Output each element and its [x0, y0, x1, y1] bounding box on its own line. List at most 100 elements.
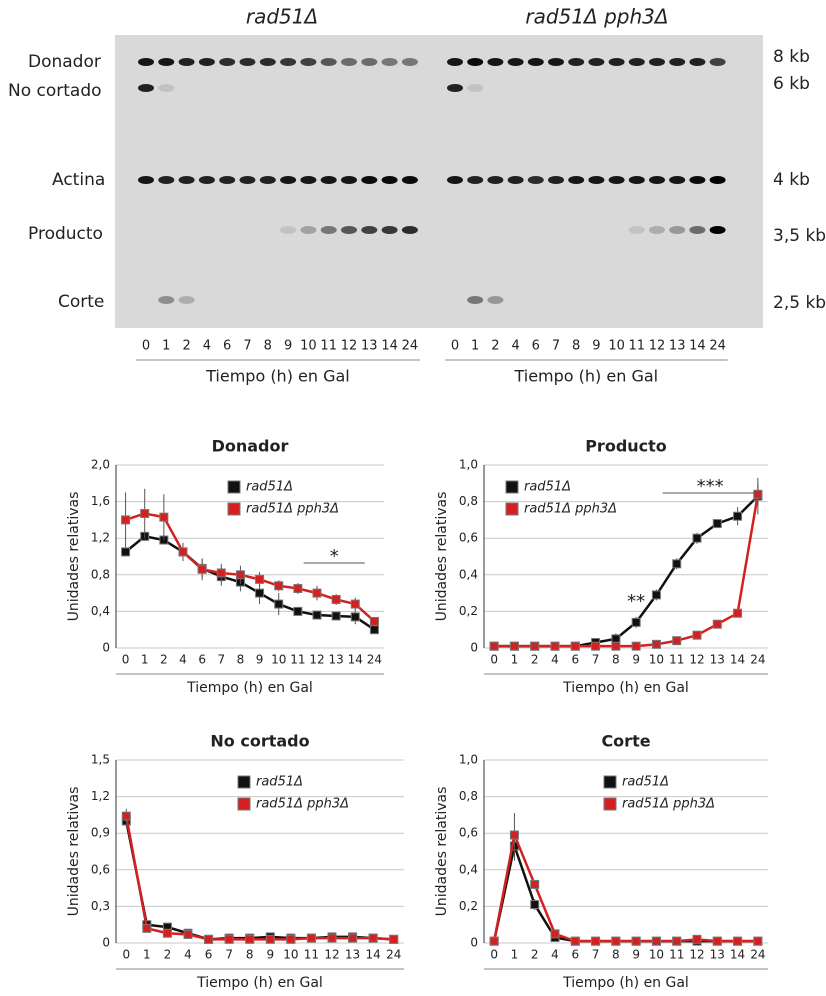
blot-band [199, 58, 215, 66]
x-axis-label: Tiempo (h) en Gal [186, 680, 313, 696]
point-marker [313, 611, 321, 619]
point-marker [122, 812, 130, 820]
x-tick-label: 1 [143, 948, 151, 962]
point-marker [266, 935, 274, 943]
x-tick-label: 13 [345, 948, 360, 962]
y-tick-label: 1,5 [91, 753, 110, 767]
blot-band [669, 58, 685, 66]
x-tick-label: 24 [750, 948, 765, 962]
legend-label: rad51Δ [246, 480, 293, 495]
point-marker [287, 935, 295, 943]
x-tick-label: 2 [164, 948, 172, 962]
x-tick-label: 4 [184, 948, 192, 962]
lane-label: 7 [243, 339, 251, 354]
blot-band [382, 226, 398, 234]
lane-label: 2 [182, 339, 190, 354]
y-tick-label: 0,2 [459, 604, 478, 618]
y-tick-label: 1,0 [459, 753, 478, 767]
y-tick-label: 0,8 [459, 789, 478, 803]
blot-band [158, 58, 174, 66]
significance-label: ** [627, 591, 645, 612]
x-tick-label: 12 [324, 948, 339, 962]
x-axis-label: Tiempo (h) en Gal [196, 975, 323, 991]
x-tick-label: 6 [571, 948, 579, 962]
x-axis-label: Tiempo (h) en Gal [562, 680, 689, 696]
lane-label: 8 [264, 339, 272, 354]
y-tick-label: 0 [102, 641, 110, 655]
point-marker [531, 901, 539, 909]
point-marker [370, 626, 378, 634]
lane-label: 4 [511, 339, 519, 354]
blot-band [382, 176, 398, 184]
legend-marker [238, 798, 250, 810]
x-tick-label: 6 [198, 653, 206, 667]
blot-band [402, 176, 418, 184]
lane-label: 9 [284, 339, 292, 354]
lane-label: 0 [142, 339, 150, 354]
y-axis-label: Unidades relativas [434, 787, 450, 917]
point-marker [652, 591, 660, 599]
x-axis-label: Tiempo (h) en Gal [562, 975, 689, 991]
blot-band [609, 58, 625, 66]
blot-band [629, 226, 645, 234]
y-tick-label: 0 [470, 641, 478, 655]
point-marker [246, 935, 254, 943]
blot-band [588, 176, 604, 184]
legend-label: rad51Δ pph3Δ [256, 797, 349, 812]
chart-title: Corte [601, 732, 650, 751]
band-label: Donador [28, 52, 101, 72]
blot-band [300, 226, 316, 234]
point-marker [652, 937, 660, 945]
legend-label: rad51Δ pph3Δ [246, 502, 339, 517]
point-marker [307, 934, 315, 942]
lane-label: 14 [689, 339, 706, 354]
point-marker [179, 548, 187, 556]
blot-group-label: rad51Δ [246, 5, 318, 29]
point-marker [734, 512, 742, 520]
lane-label: 8 [572, 339, 580, 354]
point-marker [632, 937, 640, 945]
legend-marker [238, 776, 250, 788]
blot-band [649, 176, 665, 184]
point-marker [349, 934, 357, 942]
blot-band [669, 176, 685, 184]
y-tick-label: 1,2 [91, 531, 110, 545]
lane-label: 12 [341, 339, 358, 354]
blot-band [467, 296, 483, 304]
size-label: 3,5 kb [773, 226, 826, 246]
x-tick-label: 9 [632, 653, 640, 667]
point-marker [198, 565, 206, 573]
x-tick-label: 8 [612, 653, 620, 667]
lane-label: 1 [162, 339, 170, 354]
x-tick-label: 0 [490, 948, 498, 962]
legend-label: rad51Δ [622, 775, 669, 790]
x-tick-label: 4 [179, 653, 187, 667]
blot-band [260, 176, 276, 184]
band-label: No cortado [8, 81, 102, 101]
blot-band [240, 176, 256, 184]
chart-title: No cortado [210, 732, 309, 751]
y-axis-label: Unidades relativas [66, 492, 82, 622]
point-marker [673, 637, 681, 645]
point-marker [734, 937, 742, 945]
lane-label: 10 [608, 339, 625, 354]
point-marker [592, 937, 600, 945]
lane-label: 2 [491, 339, 499, 354]
point-marker [652, 640, 660, 648]
point-marker [275, 582, 283, 590]
y-tick-label: 0,8 [459, 494, 478, 508]
blot-band [629, 58, 645, 66]
blot-band [138, 176, 154, 184]
point-marker [673, 937, 681, 945]
blot-band [487, 58, 503, 66]
point-marker [122, 548, 130, 556]
blot-band [382, 58, 398, 66]
y-axis-label: Unidades relativas [434, 492, 450, 622]
legend-marker [604, 776, 616, 788]
series-line [126, 513, 375, 621]
point-marker [141, 509, 149, 517]
x-tick-label: 12 [689, 653, 704, 667]
blot-band [341, 58, 357, 66]
blot-band [548, 58, 564, 66]
blot-band [280, 58, 296, 66]
